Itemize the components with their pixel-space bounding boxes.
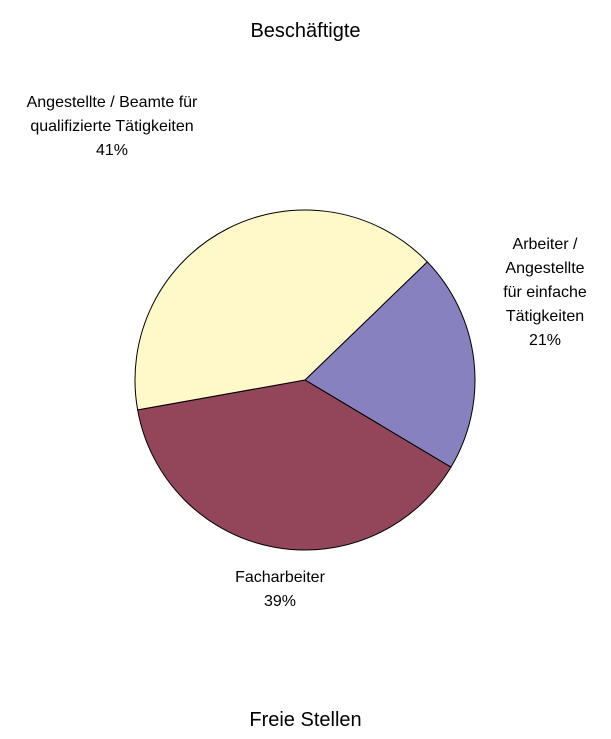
value-label: 41%: [95, 142, 129, 159]
slice-label: Arbeiter / Angestellte für einfache Täti…: [495, 233, 595, 353]
slice-label: Angestellte / Beamte für qualifizierte T…: [12, 91, 212, 163]
category-label: Facharbeiter: [235, 569, 325, 586]
category-label: Angestellte / Beamte für qualifizierte T…: [26, 94, 198, 135]
chart-title: Beschäftigte: [250, 20, 361, 42]
pie-slice: [304, 261, 476, 468]
pie-slice: [134, 209, 428, 411]
slice-label: Facharbeiter 39%: [180, 566, 380, 614]
category-label: Arbeiter / Angestellte für einfache Täti…: [503, 236, 587, 325]
pie-slice: [137, 379, 452, 551]
value-label: 39%: [263, 593, 297, 610]
value-label: 21%: [528, 332, 562, 349]
chart-title: Freie Stellen: [249, 709, 362, 731]
